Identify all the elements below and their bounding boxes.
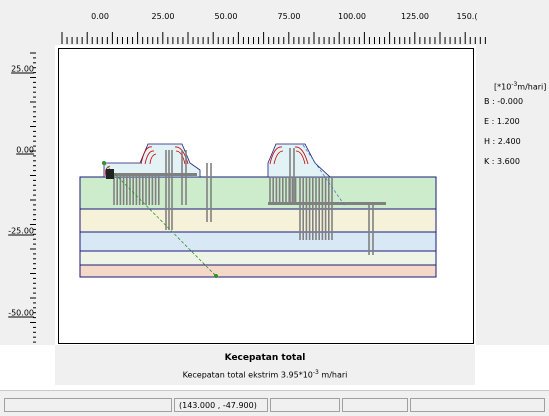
x-tick-label: 25.00 xyxy=(151,12,175,21)
anchor-block xyxy=(106,169,114,179)
legend-entry: B : -0.000 xyxy=(484,97,524,106)
soil-layer-4 xyxy=(79,250,437,266)
caption-title: Kecepatan total xyxy=(224,353,306,363)
phreatic-line-right xyxy=(302,144,346,207)
y-tick-label: -25.00 xyxy=(8,226,34,236)
point-b xyxy=(214,274,218,278)
x-tick-label: 0.00 xyxy=(91,12,109,21)
soil-layer-2 xyxy=(79,208,437,233)
soil-layer-3 xyxy=(79,231,437,252)
phreatic-line xyxy=(103,162,217,277)
y-tick-label: 0.00 xyxy=(16,145,34,155)
coordinate-readout: (143.000 , -47.900) xyxy=(174,398,268,412)
legend-entry: K : 3.600 xyxy=(484,157,520,166)
x-tick-label: 150.( xyxy=(456,12,478,21)
strut-left xyxy=(112,173,197,176)
status-cell-blank xyxy=(342,398,408,412)
status-cell-blank xyxy=(270,398,340,412)
plot-frame xyxy=(58,48,474,344)
x-tick-label: 125.00 xyxy=(401,12,429,21)
y-tick-label: 25.00 xyxy=(11,64,34,74)
legend-panel: [*10-3m/hari] B : -0.000 E : 1.200 H : 2… xyxy=(476,45,549,345)
strut-right xyxy=(268,202,386,205)
point-a xyxy=(102,161,106,165)
embankment-right xyxy=(267,143,332,178)
top-ruler-ticks xyxy=(61,32,486,44)
x-tick-label: 50.00 xyxy=(214,12,238,21)
legend-entry: E : 1.200 xyxy=(484,117,520,126)
legend-unit: [*10-3m/hari] xyxy=(494,81,547,92)
caption: Kecepatan total Kecepatan total ekstrim … xyxy=(55,345,475,385)
left-ruler-ticks xyxy=(30,52,36,343)
caption-subtitle: Kecepatan total ekstrim 3.95*10-3 m/hari xyxy=(182,369,348,380)
velocity-contours xyxy=(105,146,309,178)
legend-entry: H : 2.400 xyxy=(484,137,521,146)
status-cell-blank xyxy=(4,398,172,412)
status-cell-blank xyxy=(410,398,545,412)
top-ruler: 0.00 25.00 50.00 75.00 100.00 125.00 150… xyxy=(0,0,549,45)
soil-layer-5 xyxy=(79,264,437,278)
y-tick-label: -50.00 xyxy=(8,308,34,318)
x-tick-label: 75.00 xyxy=(277,12,301,21)
sheet-piles xyxy=(113,148,374,255)
status-bar: (143.000 , -47.900) xyxy=(0,390,549,416)
left-ruler: 25.00 0.00 -25.00 -50.00 xyxy=(0,45,55,345)
x-tick-label: 100.00 xyxy=(338,12,366,21)
